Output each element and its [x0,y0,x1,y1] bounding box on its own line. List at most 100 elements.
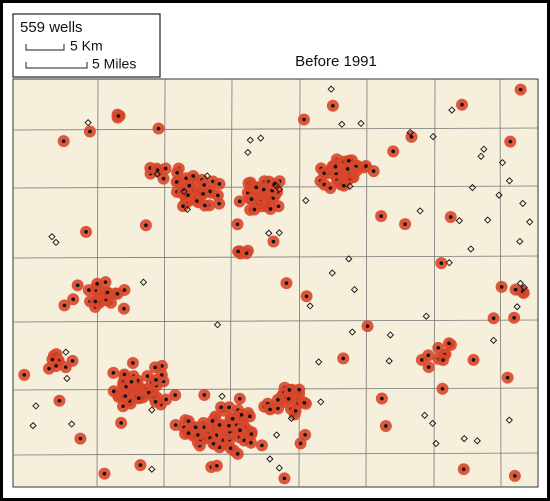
well-other [62,348,70,356]
well-dot [88,129,92,134]
well-dot [227,405,231,410]
well-dot [70,359,75,363]
well-dot [156,126,161,131]
well-dot [93,299,98,304]
well-dot [508,139,513,144]
well-dot [208,189,212,194]
well-dot [249,440,253,445]
well-dot [138,463,143,467]
well-other [275,229,283,237]
well-other [484,216,492,224]
well-dot [342,183,346,188]
well-dot [513,287,518,292]
well-other [498,159,507,167]
wells [18,83,534,485]
well-other [153,170,161,178]
well-dot [131,361,135,365]
well-other [345,255,353,263]
well-other [477,152,485,160]
well-dot [174,180,179,184]
well-dot [195,199,199,203]
well-other [302,196,310,205]
well-other [480,145,488,153]
well-dot [440,386,445,391]
well-dot [47,366,51,371]
well-dot [22,373,27,377]
well-dot [186,193,190,197]
well-dot [380,396,384,401]
well-dot [261,187,266,192]
well-dot [227,423,231,428]
well-dot [297,387,301,392]
well-dot [248,414,252,419]
well-dot [384,424,388,428]
well-other [63,374,71,383]
well-other [429,132,437,141]
well-dot [237,199,242,204]
well-other [429,419,437,428]
well-dot [304,294,309,299]
well-dot [249,432,254,436]
scale-bar-km [25,44,65,51]
well-other [460,434,468,443]
well-dot [268,207,273,211]
well-dot [202,183,206,187]
well-dot [203,203,207,208]
well-dot [439,261,444,265]
well-other [350,285,359,294]
well-dot [460,102,464,107]
well-other [432,439,440,448]
well-other [306,302,314,310]
well-dot [391,149,396,154]
well-dot [254,185,259,190]
well-other [526,218,534,226]
well-other [287,414,296,422]
well-dot [252,207,257,212]
well-dot [409,135,414,139]
well-other [495,191,503,199]
well-dot [116,114,121,118]
well-dot [196,433,200,437]
well-dot [272,182,277,186]
well-dot [235,452,240,456]
well-dot [122,306,126,311]
well-dot [103,280,108,284]
legend-miles: 5 Miles [92,56,136,72]
well-dot [230,417,235,421]
well-dot [193,425,198,430]
well-other [48,233,56,241]
well-dot [303,433,307,437]
well-dot [426,365,431,369]
well-dot [268,407,272,412]
well-other [328,269,336,277]
well-other [406,128,414,137]
well-dot [63,365,68,369]
well-other [213,321,222,329]
well-dot [284,281,289,285]
well-other [218,392,226,400]
well-dot [211,442,216,446]
well-dot [236,249,240,254]
well-dot [153,365,157,370]
well-dot [235,222,240,227]
well-dot [71,297,75,302]
well-other [357,119,365,128]
well-dot [61,139,66,143]
well-dot [78,436,83,441]
well-dot [302,117,306,122]
well-dot [239,413,244,417]
legend-km: 5 Km [70,38,103,54]
well-other [385,357,393,365]
well-dot [403,222,407,226]
well-dot [186,431,191,436]
well-dot [282,476,287,481]
well-other [445,258,453,267]
well-dot [345,167,350,171]
well-other [448,106,456,114]
well-dot [50,357,55,362]
well-other [467,245,475,253]
well-dot [499,285,504,289]
well-dot [54,364,58,368]
well-dot [448,215,453,219]
well-dot [436,346,441,350]
